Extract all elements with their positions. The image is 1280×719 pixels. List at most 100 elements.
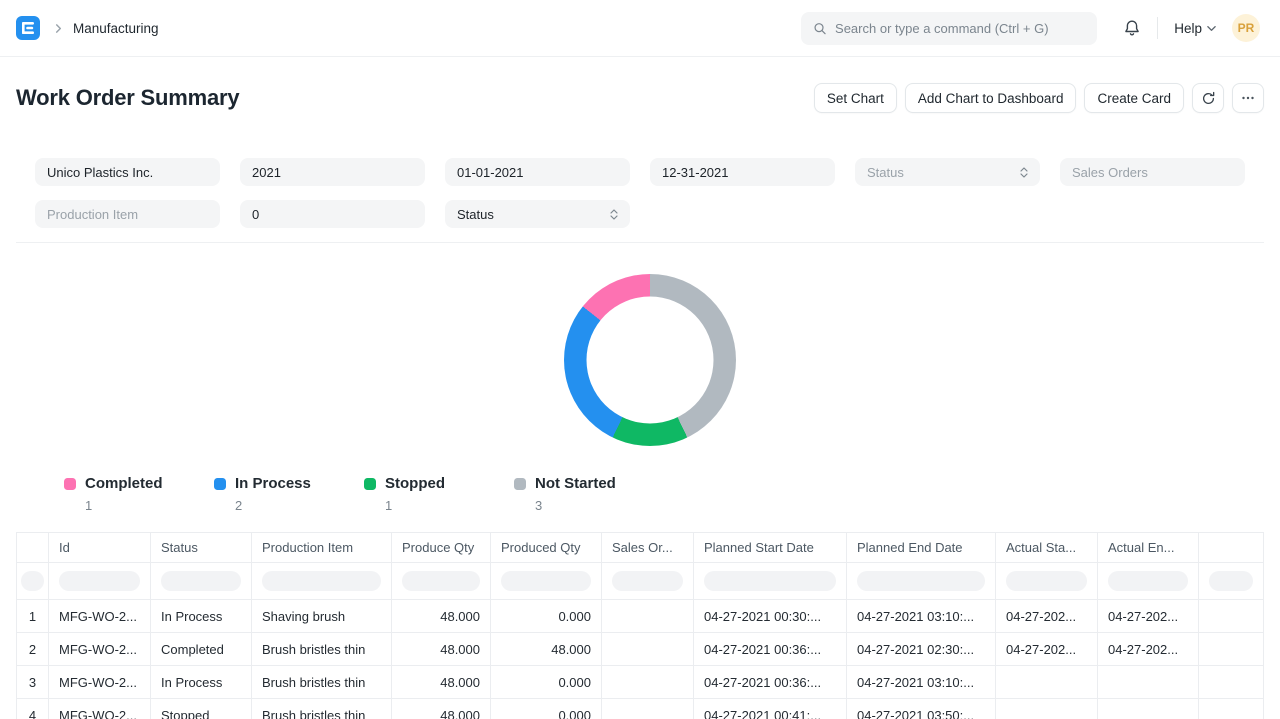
column-filter-input[interactable] <box>402 571 480 591</box>
cell-produce-qty[interactable]: 48.000 <box>392 666 491 699</box>
filter-year[interactable]: 2021 <box>240 158 425 186</box>
column-filter-input[interactable] <box>59 571 140 591</box>
create-card-button[interactable]: Create Card <box>1084 83 1184 113</box>
header-actual-end[interactable]: Actual En... <box>1098 533 1199 563</box>
notifications-bell-icon[interactable] <box>1123 19 1141 37</box>
column-filter-input[interactable] <box>262 571 381 591</box>
cell-production-item[interactable]: Brush bristles thin <box>252 699 392 719</box>
cell-status[interactable]: Completed <box>151 633 252 666</box>
header-produce-qty[interactable]: Produce Qty <box>392 533 491 563</box>
cell-status[interactable]: Stopped <box>151 699 252 719</box>
set-chart-button[interactable]: Set Chart <box>813 83 897 113</box>
cell-planned-start[interactable]: 04-27-2021 00:36:... <box>694 633 847 666</box>
cell-status[interactable]: In Process <box>151 600 252 633</box>
cell-planned-start[interactable]: 04-27-2021 00:36:... <box>694 666 847 699</box>
column-filter-input[interactable] <box>704 571 836 591</box>
cell-produce-qty[interactable]: 48.000 <box>392 699 491 719</box>
status-donut-chart[interactable] <box>564 274 736 446</box>
cell-actual-end[interactable] <box>1098 666 1199 699</box>
work-order-summary-chart: Completed 1 In Process 2 Stopped 1 Not S… <box>16 274 1264 513</box>
row-number[interactable]: 4 <box>17 699 49 719</box>
header-sales-order[interactable]: Sales Or... <box>602 533 694 563</box>
header-id[interactable]: Id <box>49 533 151 563</box>
work-orders-datatable: Id Status Production Item Produce Qty Pr… <box>16 532 1264 719</box>
filter-to-date[interactable]: 12-31-2021 <box>650 158 835 186</box>
cell-id[interactable]: MFG-WO-2... <box>49 699 151 719</box>
row-number[interactable]: 3 <box>17 666 49 699</box>
header-planned-end-date[interactable]: Planned End Date <box>847 533 996 563</box>
filter-zero-value[interactable]: 0 <box>240 200 425 228</box>
user-avatar[interactable]: PR <box>1232 14 1260 42</box>
cell-planned-start[interactable]: 04-27-2021 00:41:... <box>694 699 847 719</box>
header-produced-qty[interactable]: Produced Qty <box>491 533 602 563</box>
filter-status-select[interactable]: Status <box>855 158 1040 186</box>
cell-sales-order[interactable] <box>602 699 694 719</box>
cell-id[interactable]: MFG-WO-2... <box>49 666 151 699</box>
filter-sales-orders[interactable]: Sales Orders <box>1060 158 1245 186</box>
cell-actual-start[interactable] <box>996 699 1098 719</box>
filter-from-date[interactable]: 01-01-2021 <box>445 158 630 186</box>
cell-produce-qty[interactable]: 48.000 <box>392 600 491 633</box>
column-filter-input[interactable] <box>1209 571 1253 591</box>
app-logo-icon[interactable] <box>16 16 40 40</box>
cell-produced-qty[interactable]: 48.000 <box>491 633 602 666</box>
select-chevrons-icon <box>1020 166 1028 178</box>
cell-produced-qty[interactable]: 0.000 <box>491 600 602 633</box>
cell-sales-order[interactable] <box>602 666 694 699</box>
cell-actual-start[interactable]: 04-27-202... <box>996 600 1098 633</box>
cell-actual-end[interactable] <box>1098 699 1199 719</box>
search-input[interactable] <box>835 20 1086 36</box>
cell-extra <box>1199 666 1264 699</box>
filter-company[interactable]: Unico Plastics Inc. <box>35 158 220 186</box>
cell-produced-qty[interactable]: 0.000 <box>491 699 602 719</box>
help-menu[interactable]: Help <box>1174 21 1216 36</box>
cell-produce-qty[interactable]: 48.000 <box>392 633 491 666</box>
page-head: Work Order Summary Set Chart Add Chart t… <box>0 57 1280 141</box>
column-filter-input[interactable] <box>857 571 985 591</box>
header-actual-start[interactable]: Actual Sta... <box>996 533 1098 563</box>
cell-sales-order[interactable] <box>602 633 694 666</box>
table-row: 1 MFG-WO-2... In Process Shaving brush 4… <box>17 600 1264 633</box>
row-number[interactable]: 1 <box>17 600 49 633</box>
refresh-button[interactable] <box>1192 83 1224 113</box>
cell-planned-end[interactable]: 04-27-2021 03:10:... <box>847 600 996 633</box>
cell-planned-end[interactable]: 04-27-2021 03:50:... <box>847 699 996 719</box>
cell-id[interactable]: MFG-WO-2... <box>49 600 151 633</box>
more-menu-button[interactable] <box>1232 83 1264 113</box>
column-filter-input[interactable] <box>1006 571 1087 591</box>
row-number[interactable]: 2 <box>17 633 49 666</box>
erpnext-logo-glyph <box>22 22 34 34</box>
global-search[interactable] <box>801 11 1098 45</box>
cell-status[interactable]: In Process <box>151 666 252 699</box>
cell-id[interactable]: MFG-WO-2... <box>49 633 151 666</box>
filter-status-select-2[interactable]: Status <box>445 200 630 228</box>
cell-actual-start[interactable] <box>996 666 1098 699</box>
header-planned-start-date[interactable]: Planned Start Date <box>694 533 847 563</box>
table-row: 4 MFG-WO-2... Stopped Brush bristles thi… <box>17 699 1264 719</box>
cell-planned-end[interactable]: 04-27-2021 03:10:... <box>847 666 996 699</box>
cell-actual-end[interactable]: 04-27-202... <box>1098 633 1199 666</box>
cell-actual-start[interactable]: 04-27-202... <box>996 633 1098 666</box>
cell-production-item[interactable]: Brush bristles thin <box>252 666 392 699</box>
column-filter-input[interactable] <box>612 571 683 591</box>
select-chevrons-icon <box>610 208 618 220</box>
cell-sales-order[interactable] <box>602 600 694 633</box>
cell-planned-start[interactable]: 04-27-2021 00:30:... <box>694 600 847 633</box>
cell-production-item[interactable]: Shaving brush <box>252 600 392 633</box>
column-filter-input[interactable] <box>1108 571 1188 591</box>
column-filter-input[interactable] <box>501 571 591 591</box>
cell-produced-qty[interactable]: 0.000 <box>491 666 602 699</box>
cell-planned-end[interactable]: 04-27-2021 02:30:... <box>847 633 996 666</box>
column-filter-input[interactable] <box>21 571 44 591</box>
header-status[interactable]: Status <box>151 533 252 563</box>
cell-actual-end[interactable]: 04-27-202... <box>1098 600 1199 633</box>
legend-item-in-process: In Process 2 <box>214 475 364 513</box>
search-icon <box>814 22 826 34</box>
column-filter-input[interactable] <box>161 571 241 591</box>
filter-production-item[interactable]: Production Item <box>35 200 220 228</box>
header-production-item[interactable]: Production Item <box>252 533 392 563</box>
breadcrumb-manufacturing[interactable]: Manufacturing <box>73 20 159 36</box>
ellipsis-icon <box>1242 96 1254 100</box>
add-chart-to-dashboard-button[interactable]: Add Chart to Dashboard <box>904 83 1077 113</box>
cell-production-item[interactable]: Brush bristles thin <box>252 633 392 666</box>
